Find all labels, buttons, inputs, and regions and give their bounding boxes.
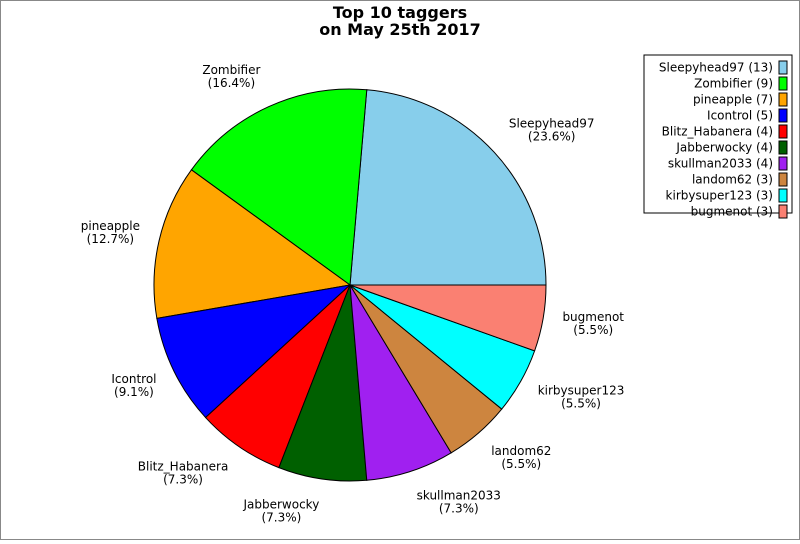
slice-label-name: landom62 [491,444,551,458]
legend-entry-label: bugmenot (3) [691,205,773,219]
pie-slice-bugmenot [349,284,547,352]
slice-label-percent: (12.7%) [87,232,134,246]
pie-slice-Sleepyhead97 [349,89,547,286]
legend-entry-label: Zombifier (9) [694,77,773,91]
legend-entry-label: Blitz_Habanera (4) [662,125,773,139]
slice-label-percent: (7.3%) [439,501,479,515]
legend-entry-label: Jabberwocky (4) [675,141,773,155]
legend-swatch [778,156,788,171]
chart-title-line-1: Top 10 taggers [333,3,467,22]
legend-swatch [778,172,788,187]
pie-slice-Icontrol [156,284,352,419]
legend-swatch [778,76,788,91]
legend-swatch [778,108,788,123]
slice-label-percent: (7.3%) [261,510,301,524]
legend-entry-label: landom62 (3) [692,173,773,187]
legend-entry-label: skullman2033 (4) [668,157,773,171]
legend-swatch [778,92,788,107]
legend-swatch [778,140,788,155]
legend-box [643,54,793,214]
slice-label-name: bugmenot [562,310,624,324]
slice-label-name: kirbysuper123 [538,383,625,397]
legend-swatch [778,188,788,203]
pie-slice-Zombifier [190,88,368,286]
slice-label-percent: (5.5%) [573,323,613,337]
chart-title-line-2: on May 25th 2017 [319,20,481,39]
pie-slice-pineapple [153,169,352,319]
legend-entry-label: Icontrol (5) [707,109,773,123]
legend-entry-label: kirbysuper123 (3) [666,189,773,203]
slice-label-name: Icontrol [111,372,156,386]
legend-entry-label: pineapple (7) [693,93,773,107]
slice-label-percent: (5.5%) [501,457,541,471]
legend: Sleepyhead97 (13) Zombifier (9) pineapple … [643,54,793,219]
slice-label-name: Sleepyhead97 [509,116,595,130]
slice-label-percent: (7.3%) [163,473,203,487]
slice-label-name: skullman2033 [417,488,501,502]
slice-label-name: Blitz_Habanera [138,460,229,474]
slice-label-name: pineapple [81,219,140,233]
legend-swatch [778,204,788,219]
slice-label-percent: (23.6%) [528,129,575,143]
slice-label-percent: (9.1%) [114,385,154,399]
slice-label-percent: (5.5%) [561,396,601,410]
legend-swatch [778,124,788,139]
slice-label-percent: (16.4%) [208,76,255,90]
legend-entry-label: Sleepyhead97 (13) [659,61,773,75]
slice-label-name: Zombifier [202,63,260,77]
slice-labels: Sleepyhead97(23.6%) Zombifier(16.4%) pinea… [81,63,625,524]
slice-label-name: Jabberwocky [242,497,319,511]
pie-slices [153,88,547,482]
legend-swatch [778,60,788,75]
